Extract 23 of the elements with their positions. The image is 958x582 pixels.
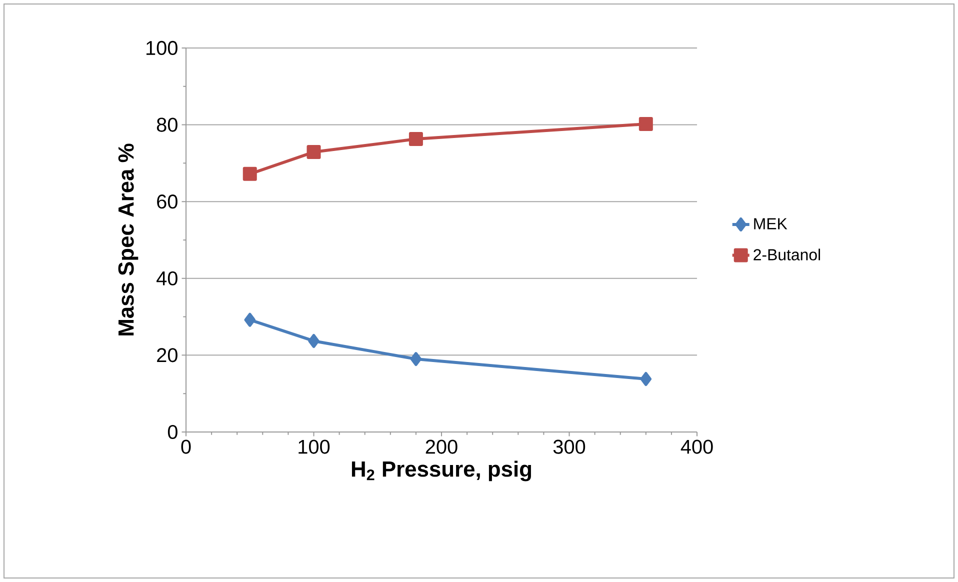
point <box>308 334 320 348</box>
point <box>242 166 257 181</box>
point <box>408 132 423 146</box>
x-tick-label: 100 <box>298 440 330 454</box>
x-tick-label: 300 <box>553 440 586 454</box>
legend-label: 2-Butanol <box>754 248 820 260</box>
point <box>244 312 256 327</box>
y-axis-title: Mass Spec Area % <box>118 144 138 336</box>
y-tick-label: 80 <box>156 118 178 132</box>
point <box>640 372 652 386</box>
y-tick-label: 60 <box>157 194 178 209</box>
y-tick-label: 20 <box>157 348 178 362</box>
point <box>638 117 653 132</box>
point <box>410 352 422 366</box>
x-tick-label: 0 <box>181 440 191 454</box>
y-tick-label: 0 <box>168 424 178 440</box>
x-axis-title: H$_{2}$ Pressure, psig <box>352 460 532 482</box>
y-tick-label: 100 <box>146 40 178 56</box>
x-tick-label: 400 <box>680 440 713 454</box>
y-tick-label: 40 <box>156 271 178 286</box>
x-tick-label: 200 <box>426 440 458 454</box>
point <box>306 145 321 160</box>
legend-label: MEK <box>754 218 788 230</box>
